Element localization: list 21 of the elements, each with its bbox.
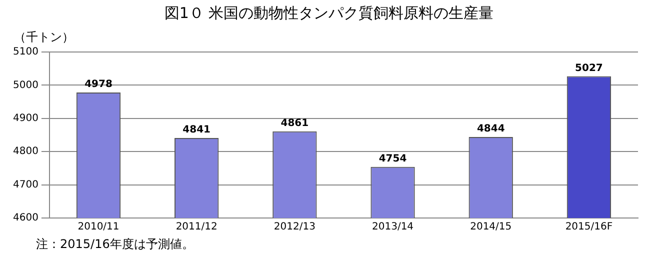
text: 注：2015/16年度は予測値。 [36,236,195,253]
data-label: 4861 [280,118,309,129]
y-tick-label: 4800 [12,146,38,158]
chart-title: 図1０ 米国の動物性タンパク質飼料原料の生産量 [163,3,495,24]
data-label: 4978 [84,79,112,90]
data-label: 5027 [575,62,603,74]
y-axis-title: （千トン） [14,30,74,44]
data-label: 4844 [476,124,505,135]
y-tick-label: 5100 [12,46,38,58]
data-label: 4841 [182,124,211,136]
x-tick-label: 2013/14 [372,222,414,233]
x-tick-label: 2015/16F [565,222,613,233]
data-label: 4754 [378,153,407,164]
x-tick-label: 2011/12 [176,222,218,233]
y-tick-label: 4700 [12,179,38,190]
y-tick-label: 4900 [12,112,38,124]
x-tick-label: 2012/13 [274,222,316,233]
y-tick-label: 5000 [12,80,38,91]
x-tick-label: 2014/15 [470,222,512,233]
y-tick-label: 4600 [12,212,38,224]
x-tick-label: 2010/11 [78,222,120,233]
